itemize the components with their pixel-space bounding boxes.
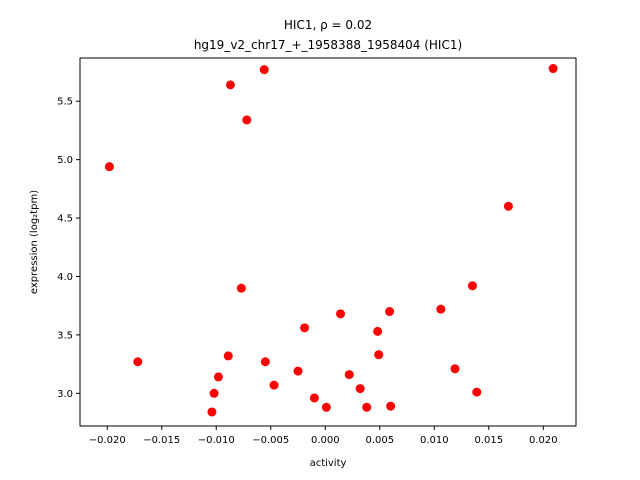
y-tick-label: 3.0: [57, 389, 73, 400]
y-tick-label: 5.5: [57, 97, 73, 108]
data-point: [269, 380, 279, 390]
chart-title-line2: hg19_v2_chr17_+_1958388_1958404 (HIC1): [194, 38, 462, 52]
y-tick-label: 4.5: [57, 214, 73, 225]
data-point: [213, 372, 223, 382]
data-point: [467, 281, 477, 291]
data-point: [472, 387, 482, 397]
data-point: [133, 357, 143, 367]
data-points: [104, 64, 558, 417]
x-tick-label: 0.020: [529, 435, 558, 446]
x-tick-label: −0.015: [143, 435, 180, 446]
data-point: [242, 115, 252, 125]
data-point: [223, 351, 233, 361]
x-tick-label: 0.010: [420, 435, 449, 446]
x-tick-label: −0.005: [252, 435, 289, 446]
data-point: [207, 407, 217, 417]
data-point: [373, 326, 383, 336]
data-point: [209, 388, 219, 398]
x-tick-label: −0.010: [198, 435, 235, 446]
data-point: [548, 64, 558, 74]
data-point: [355, 384, 365, 394]
data-point: [385, 307, 395, 317]
data-point: [336, 309, 346, 319]
data-point: [374, 350, 384, 360]
y-axis-ticks: 3.0 3.5 4.0 4.5 5.0 5.5: [57, 97, 80, 400]
x-tick-label: −0.020: [89, 435, 126, 446]
data-point: [225, 80, 235, 90]
y-tick-label: 3.5: [57, 330, 73, 341]
data-point: [503, 201, 513, 211]
data-point: [104, 162, 114, 172]
y-tick-label: 5.0: [57, 155, 73, 166]
data-point: [321, 402, 331, 412]
x-tick-label: 0.015: [474, 435, 503, 446]
data-point: [293, 366, 303, 376]
data-point: [300, 323, 310, 333]
y-tick-label: 4.0: [57, 272, 73, 283]
data-point: [450, 364, 460, 374]
plot-frame: [79, 57, 577, 427]
x-tick-label: 0.000: [311, 435, 340, 446]
data-point: [344, 370, 354, 380]
x-axis-label: activity: [310, 458, 347, 469]
data-point: [309, 393, 319, 403]
plot-area: [80, 58, 576, 426]
x-tick-label: 0.005: [365, 435, 394, 446]
data-point: [436, 304, 446, 314]
data-point: [236, 283, 246, 293]
chart-title-line1: HIC1, ρ = 0.02: [284, 18, 372, 32]
y-axis-label: expression (log₂tpm): [29, 190, 40, 294]
data-point: [259, 65, 269, 75]
data-point: [362, 402, 372, 412]
x-axis-ticks: −0.020 −0.015 −0.010 −0.005 0.000 0.005 0.010 0…: [89, 426, 558, 446]
data-point: [260, 357, 270, 367]
data-point: [386, 401, 396, 411]
